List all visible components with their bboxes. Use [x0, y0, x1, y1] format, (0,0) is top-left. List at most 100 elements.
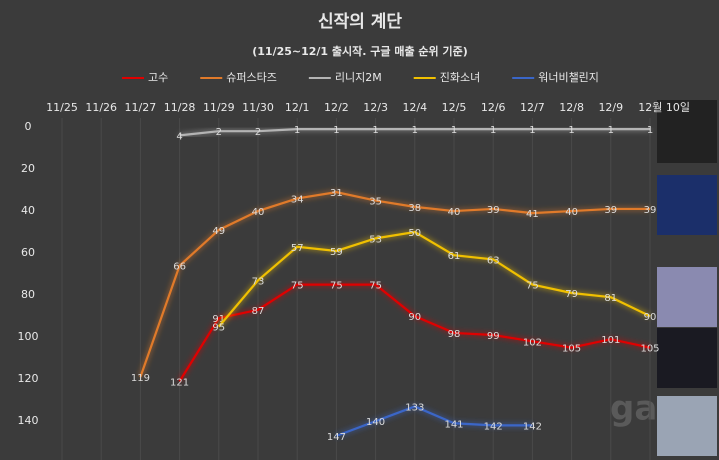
data-label: 121	[170, 377, 189, 388]
data-label: 75	[291, 281, 304, 292]
game-thumb	[657, 100, 717, 163]
x-tick-label: 11/27	[125, 101, 157, 114]
data-label: 79	[565, 289, 578, 300]
x-tick-label: 12/4	[402, 101, 427, 114]
data-label: 39	[487, 205, 500, 216]
data-label: 66	[173, 262, 186, 273]
y-tick-label: 20	[21, 162, 35, 175]
data-label: 90	[644, 312, 657, 323]
data-label: 75	[330, 281, 343, 292]
x-tick-label: 12/3	[363, 101, 388, 114]
data-label: 105	[640, 344, 659, 355]
data-label: 1	[608, 125, 614, 136]
x-tick-label: 12/6	[481, 101, 506, 114]
data-label: 40	[448, 207, 461, 218]
data-label: 1	[647, 125, 653, 136]
game-thumb	[657, 396, 717, 456]
x-tick-label: 11/30	[242, 101, 274, 114]
data-label: 59	[330, 247, 343, 258]
data-label: 1	[333, 125, 339, 136]
data-label: 1	[451, 125, 457, 136]
x-tick-label: 12/7	[520, 101, 545, 114]
x-tick-label: 11/26	[85, 101, 117, 114]
data-label: 90	[408, 312, 421, 323]
game-thumb	[657, 175, 717, 235]
game-thumb	[657, 328, 717, 388]
data-label: 133	[405, 402, 424, 413]
data-label: 98	[448, 329, 461, 340]
x-tick-label: 11/25	[46, 101, 78, 114]
data-label: 75	[369, 281, 382, 292]
data-label: 1	[529, 125, 535, 136]
data-label: 40	[565, 207, 578, 218]
series-line	[336, 405, 533, 437]
data-label: 142	[484, 421, 503, 432]
x-tick-label: 11/28	[164, 101, 196, 114]
y-tick-label: 60	[21, 246, 35, 259]
chart-subtitle: (11/25~12/1 출시작. 구글 매출 순위 기준)	[252, 44, 468, 58]
series-line	[217, 230, 651, 328]
legend-label: 워너비챌린지	[538, 71, 599, 84]
data-label: 73	[252, 276, 265, 287]
data-label: 4	[176, 131, 182, 142]
y-tick-label: 40	[21, 204, 35, 217]
data-label: 140	[366, 417, 385, 428]
data-label: 87	[252, 306, 265, 317]
data-label: 75	[526, 281, 539, 292]
data-label: 61	[448, 251, 461, 262]
data-label: 1	[372, 125, 378, 136]
data-label: 49	[212, 226, 225, 237]
chart-title: 신작의 계단	[318, 12, 402, 32]
data-label: 2	[255, 127, 261, 138]
data-label: 39	[604, 205, 617, 216]
data-label: 102	[523, 337, 542, 348]
data-label: 99	[487, 331, 500, 342]
data-label: 1	[412, 125, 418, 136]
data-label: 141	[444, 419, 463, 430]
x-tick-label: 12/1	[285, 101, 310, 114]
data-label: 81	[604, 293, 617, 304]
data-label: 105	[562, 344, 581, 355]
data-label: 1	[490, 125, 496, 136]
y-tick-label: 120	[18, 372, 39, 385]
series-line	[179, 128, 650, 137]
y-tick-label: 0	[25, 120, 32, 133]
data-label: 53	[369, 234, 382, 245]
legend-label: 고수	[148, 71, 168, 84]
data-label: 119	[131, 373, 150, 384]
data-label: 38	[408, 203, 421, 214]
x-tick-label: 11/29	[203, 101, 235, 114]
game-thumb	[657, 267, 717, 327]
legend-label: 리니지2M	[335, 71, 382, 84]
data-label: 101	[601, 335, 620, 346]
series-line	[178, 283, 651, 382]
data-label: 147	[327, 432, 346, 443]
data-label: 34	[291, 194, 304, 205]
data-label: 39	[644, 205, 657, 216]
data-label: 57	[291, 243, 304, 254]
data-label: 2	[216, 127, 222, 138]
x-tick-label: 12월 10일	[638, 100, 690, 114]
data-label: 1	[294, 125, 300, 136]
data-label: 35	[369, 197, 382, 208]
data-label: 142	[523, 421, 542, 432]
y-tick-label: 140	[18, 414, 39, 427]
data-label: 63	[487, 255, 500, 266]
x-tick-label: 12/8	[559, 101, 584, 114]
y-tick-label: 80	[21, 288, 35, 301]
data-label: 1	[568, 125, 574, 136]
x-tick-label: 12/5	[442, 101, 467, 114]
data-label: 95	[212, 323, 225, 334]
x-tick-label: 12/9	[598, 101, 623, 114]
y-tick-label: 100	[18, 330, 39, 343]
data-label: 40	[252, 207, 265, 218]
series-line	[139, 191, 650, 378]
legend-label: 슈퍼스타즈	[226, 71, 277, 84]
data-label: 41	[526, 209, 539, 220]
x-tick-label: 12/2	[324, 101, 349, 114]
data-label: 31	[330, 188, 343, 199]
data-label: 50	[408, 228, 421, 239]
